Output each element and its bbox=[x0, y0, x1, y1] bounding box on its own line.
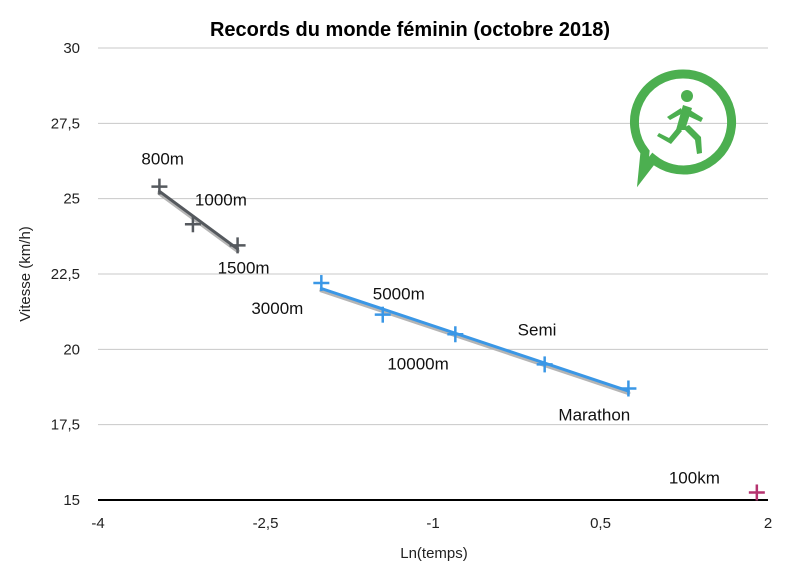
data-point bbox=[620, 380, 637, 397]
data-point bbox=[313, 275, 330, 292]
trendline-shadow bbox=[319, 288, 631, 396]
data-points bbox=[151, 178, 765, 501]
point-labels: 800m 1000m 1500m 3000m 5000m 10000m Semi Marath… bbox=[141, 150, 719, 488]
runner-chat-bubble-icon bbox=[630, 69, 737, 188]
y-tick-label: 25 bbox=[63, 191, 80, 208]
y-axis-ticks: 15 17,5 20 22,5 25 27,5 30 bbox=[51, 40, 80, 509]
point-label: Marathon bbox=[558, 406, 630, 425]
data-point bbox=[229, 237, 246, 254]
x-axis-ticks: -4 -2,5 -1 0,5 2 bbox=[91, 515, 772, 532]
data-point bbox=[184, 216, 201, 233]
y-tick-label: 27,5 bbox=[51, 115, 80, 132]
data-point bbox=[447, 326, 464, 343]
trendline bbox=[319, 287, 630, 393]
y-axis-label: Vitesse (km/h) bbox=[17, 226, 34, 322]
data-point bbox=[748, 484, 765, 501]
point-label: 800m bbox=[141, 150, 184, 169]
trendline-shadow bbox=[157, 191, 240, 253]
y-tick-label: 15 bbox=[63, 492, 80, 509]
point-label: 10000m bbox=[387, 354, 448, 373]
chart-title: Records du monde féminin (octobre 2018) bbox=[210, 19, 610, 41]
y-tick-label: 30 bbox=[63, 40, 80, 57]
x-tick-label: 0,5 bbox=[590, 515, 611, 532]
grid bbox=[98, 47, 768, 501]
x-tick-label: -2,5 bbox=[253, 515, 279, 532]
x-axis-label: Ln(temps) bbox=[400, 545, 468, 562]
point-label: Semi bbox=[518, 320, 557, 339]
data-point bbox=[151, 178, 168, 195]
trendlines bbox=[157, 189, 631, 396]
point-label: 1500m bbox=[218, 258, 270, 277]
x-tick-label: -1 bbox=[426, 515, 439, 532]
y-tick-label: 17,5 bbox=[51, 417, 80, 434]
data-point bbox=[374, 306, 391, 323]
x-tick-label: 2 bbox=[764, 515, 772, 532]
y-tick-label: 22,5 bbox=[51, 266, 80, 283]
point-label: 5000m bbox=[373, 285, 425, 304]
point-label: 3000m bbox=[251, 299, 303, 318]
point-label: 1000m bbox=[195, 190, 247, 209]
x-tick-label: -4 bbox=[91, 515, 104, 532]
data-point bbox=[536, 356, 553, 373]
trendline bbox=[157, 189, 240, 251]
point-label: 100km bbox=[669, 468, 720, 487]
y-tick-label: 20 bbox=[63, 341, 80, 358]
